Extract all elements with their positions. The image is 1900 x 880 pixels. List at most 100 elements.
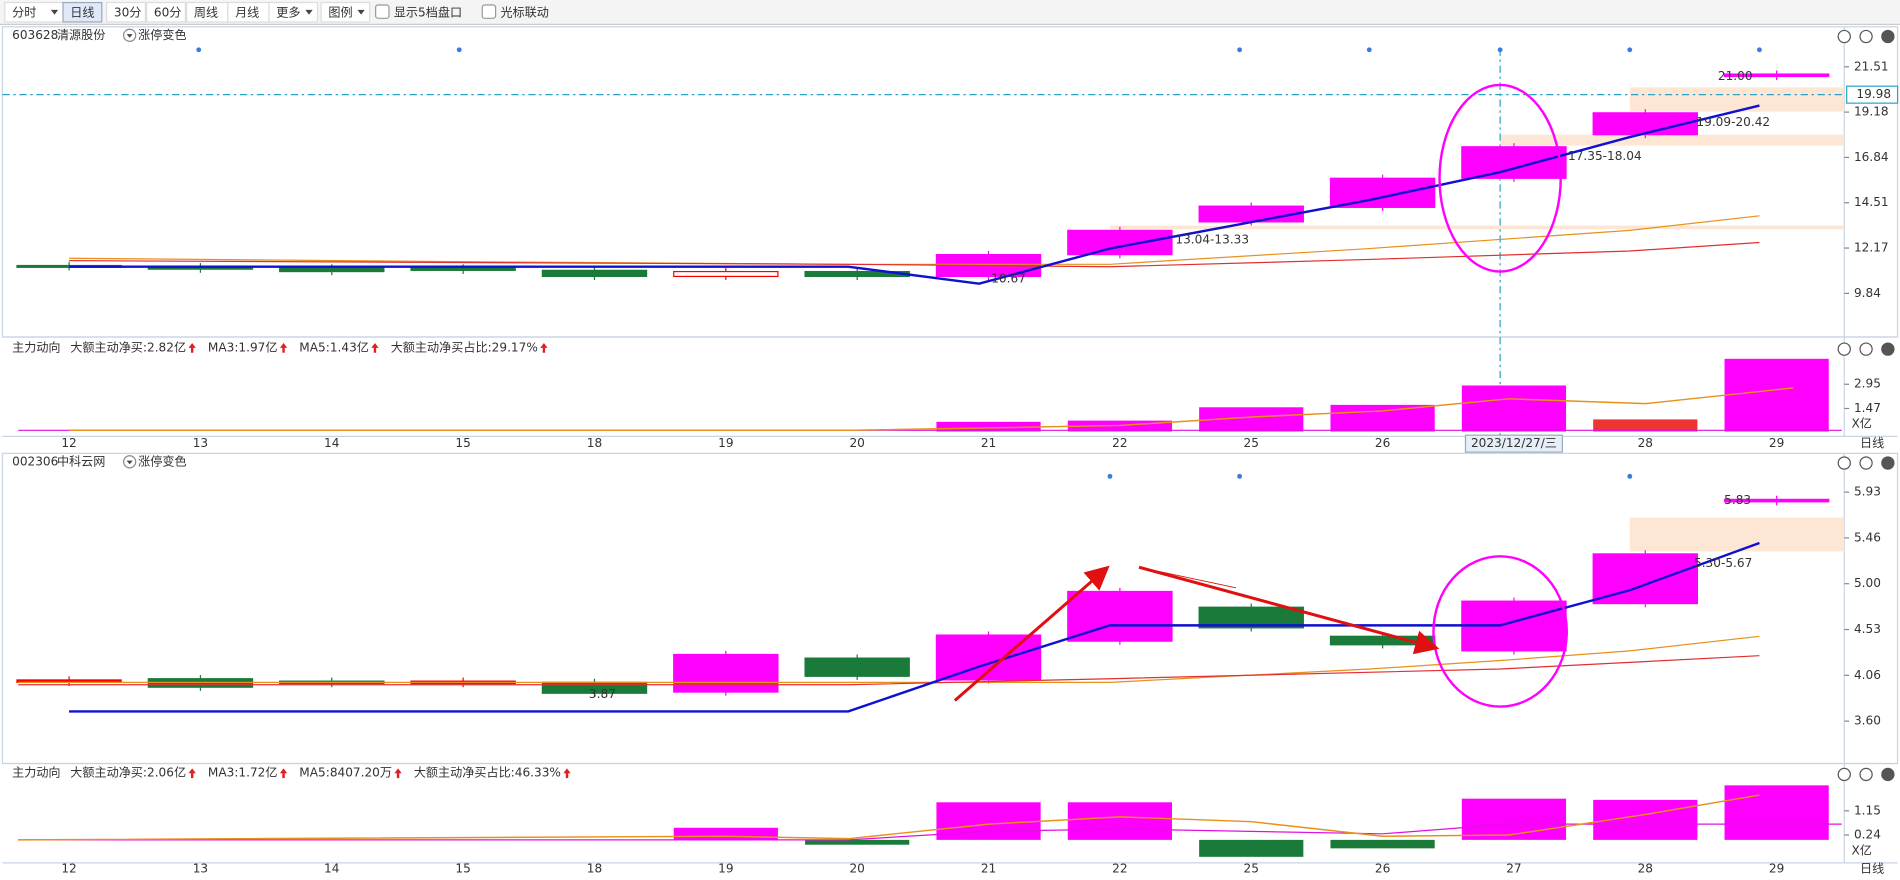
y-tick-label: 16.84	[1854, 150, 1889, 164]
indicator-bar	[1330, 404, 1435, 432]
settings-icon[interactable]	[1837, 342, 1851, 356]
indicator-value: 大额主动净买:2.82亿	[70, 339, 186, 354]
x-tick-label: 14	[324, 436, 340, 450]
event-dot	[1237, 473, 1243, 479]
settings-icon[interactable]	[1837, 456, 1851, 470]
trend-line	[69, 104, 1760, 285]
price-annotation: 5.83	[1724, 493, 1751, 507]
dropdown-arrow	[50, 9, 59, 15]
y-tick-label: 5.00	[1854, 576, 1881, 590]
event-dot	[1627, 47, 1633, 53]
toolbar-label: 更多	[276, 5, 300, 19]
y-tick-label: 5.93	[1854, 485, 1881, 499]
close-icon[interactable]	[1881, 456, 1895, 470]
close-icon[interactable]	[1881, 29, 1895, 44]
indicator-bar	[673, 827, 778, 840]
checkbox-label: 显示5档盘口	[394, 4, 462, 19]
y-tick-label: 3.60	[1854, 714, 1881, 728]
price-zone	[1629, 517, 1845, 552]
price-zone	[1500, 134, 1845, 146]
maximize-icon[interactable]	[1859, 767, 1873, 782]
checkbox[interactable]	[375, 4, 390, 19]
price-panel	[1, 26, 1899, 338]
price-annotation: 10.67	[991, 271, 1026, 285]
x-tick-label: 20	[849, 436, 864, 450]
indicator-bar	[1461, 385, 1567, 432]
maximize-icon[interactable]	[1859, 29, 1873, 44]
ma-orange	[18, 635, 1760, 683]
indicator-value: 大额主动净买:2.06亿	[70, 765, 186, 780]
settings-icon[interactable]	[1837, 767, 1851, 782]
event-dot	[1757, 47, 1762, 53]
event-dot	[1107, 473, 1113, 479]
toolbar-button[interactable]	[62, 1, 103, 23]
event-dot	[1497, 47, 1503, 53]
indicator-bar	[1067, 802, 1172, 840]
candle	[1329, 177, 1436, 208]
x-tick-label: 22	[1112, 861, 1127, 875]
event-dot	[196, 47, 202, 53]
event-dot	[1627, 473, 1633, 479]
settings-icon[interactable]	[1837, 29, 1851, 44]
candle	[410, 267, 516, 271]
stock-code: 603628	[12, 28, 58, 42]
candle	[279, 267, 385, 273]
indicator-bar	[805, 839, 910, 845]
toolbar-button[interactable]	[320, 1, 371, 23]
price-annotation: 5.30-5.67	[1694, 556, 1752, 570]
y-tick-label: 4.53	[1854, 622, 1881, 636]
x-tick-label: 2023/12/27/三	[1471, 436, 1557, 450]
up-arrow	[371, 343, 379, 353]
toolbar-label: 图例	[328, 5, 352, 19]
x-tick-label: 19	[718, 861, 733, 875]
y-tick-label: 19.18	[1854, 105, 1889, 119]
close-icon[interactable]	[1881, 342, 1895, 356]
indicator-value: MA5:1.43亿	[299, 339, 369, 354]
candle	[541, 269, 648, 278]
x-tick-label: 15	[455, 861, 470, 875]
indicator-value: 大额主动净买占比:29.17%	[391, 339, 538, 354]
dropdown-arrow	[126, 460, 133, 465]
y-tick-label: 4.06	[1854, 668, 1881, 682]
price-annotation: 21.00	[1718, 69, 1753, 83]
y-tick-label: 0.24	[1854, 828, 1881, 842]
price-annotation: 19.09-20.42	[1696, 115, 1770, 129]
toolbar-button[interactable]	[106, 1, 147, 23]
ma-red	[18, 655, 1760, 686]
candle	[1723, 73, 1830, 78]
dropdown-arrow	[126, 34, 133, 38]
x-tick-label: 18	[587, 861, 602, 875]
toolbar-button[interactable]	[268, 1, 319, 23]
up-arrow	[563, 768, 571, 779]
indicator-ma-mag	[18, 823, 1842, 841]
maximize-icon[interactable]	[1859, 456, 1873, 470]
indicator-value: MA5:8407.20万	[299, 766, 392, 780]
up-arrow	[279, 343, 288, 353]
y-tick-label: 1.47	[1854, 401, 1881, 415]
checkbox[interactable]	[481, 4, 497, 19]
candle	[1198, 606, 1304, 629]
close-icon[interactable]	[1881, 767, 1895, 782]
toolbar-label: 日线	[70, 5, 94, 19]
candle	[1067, 229, 1173, 256]
dropdown-arrow	[357, 9, 365, 15]
indicator-bar	[1199, 839, 1304, 857]
x-tick-label: 25	[1244, 436, 1259, 450]
indicator-bar	[1724, 785, 1829, 840]
x-tick-label: 14	[324, 861, 340, 875]
x-tick-label: 28	[1638, 861, 1653, 875]
candle	[673, 653, 779, 693]
toolbar-button[interactable]	[146, 1, 187, 23]
toolbar-label: 60分	[154, 5, 182, 19]
indicator-value: 大额主动净买占比:46.33%	[414, 765, 561, 780]
up-arrow	[188, 768, 196, 779]
y-tick-label: 21.51	[1854, 59, 1889, 73]
price-annotation: 17.35-18.04	[1568, 149, 1642, 163]
highlight-circle	[1438, 83, 1562, 273]
indicator-bar	[1330, 839, 1435, 849]
x-tick-label: 13	[193, 436, 208, 450]
candle	[1592, 112, 1699, 136]
indicator-bar	[1593, 419, 1698, 432]
stock-code: 002306	[12, 454, 58, 468]
maximize-icon[interactable]	[1859, 342, 1873, 356]
